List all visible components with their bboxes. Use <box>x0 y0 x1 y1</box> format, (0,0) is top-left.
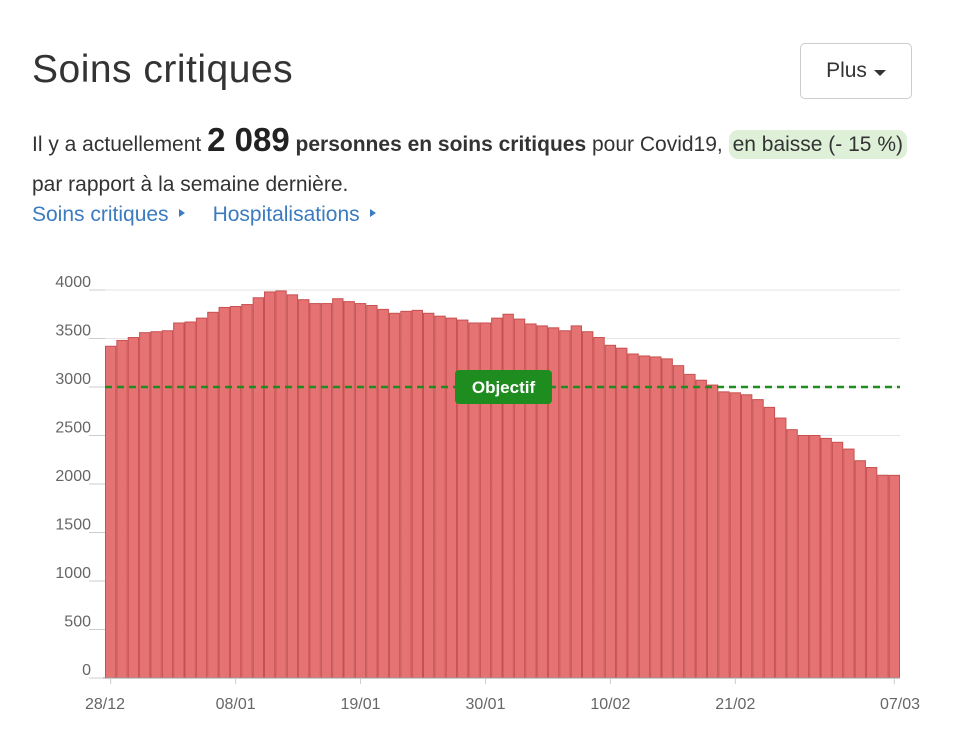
chart-bar <box>354 303 367 679</box>
chart-bar <box>173 322 185 679</box>
chart-bar <box>820 437 832 679</box>
chart-bar <box>195 317 208 679</box>
chart-bar <box>775 417 787 679</box>
chart-bar <box>127 337 140 679</box>
chart-bar <box>275 290 287 679</box>
y-tick-label: 4000 <box>55 274 91 291</box>
chart-bar <box>672 365 685 679</box>
x-tick-label: 28/12 <box>85 696 125 713</box>
chart-bar <box>434 315 446 679</box>
chart-bar <box>729 392 742 679</box>
chart-bar <box>343 301 355 679</box>
chart-bar <box>332 298 344 679</box>
arrow-right-icon <box>369 209 376 218</box>
y-tick-label: 3500 <box>55 323 91 340</box>
y-tick-label: 1000 <box>55 565 91 582</box>
chart-bar <box>320 303 333 679</box>
chart-bar <box>786 429 798 679</box>
chart-bar <box>252 297 264 679</box>
summary-prefix: Il y a actuellement <box>32 133 202 156</box>
summary-bold-text: personnes en soins critiques <box>295 133 587 156</box>
chart-bar <box>570 325 583 679</box>
y-tick-label: 3000 <box>55 371 91 388</box>
chart-bar <box>423 312 435 679</box>
x-tick-label: 30/01 <box>465 696 505 713</box>
chart-bar <box>752 399 764 679</box>
y-tick-label: 0 <box>82 662 91 679</box>
link-hospitalisations[interactable]: Hospitalisations <box>212 203 360 226</box>
chart-bar <box>604 344 617 679</box>
chart-bar <box>763 406 776 679</box>
chart-bar <box>241 304 253 679</box>
x-tick-label: 10/02 <box>590 696 630 713</box>
chart-bar <box>638 355 651 679</box>
chart-bar <box>286 294 299 679</box>
x-tick-label: 08/01 <box>216 696 256 713</box>
chart-bar <box>888 474 901 679</box>
x-tick-label: 21/02 <box>715 696 755 713</box>
more-button[interactable]: Plus <box>800 43 912 99</box>
x-tick-label: 19/01 <box>341 696 381 713</box>
chart-bar <box>207 311 219 679</box>
page-title: Soins critiques <box>32 48 294 91</box>
chart-bar <box>627 353 639 679</box>
related-links: Soins critiques Hospitalisations <box>32 203 376 227</box>
chart-bar <box>150 331 162 679</box>
chart-bar <box>377 308 389 679</box>
chart-bar <box>650 356 662 679</box>
chart-bar <box>865 467 878 679</box>
chart-bar <box>139 332 151 679</box>
chart-bar <box>309 303 321 679</box>
chart-bar <box>797 435 810 679</box>
chart-bar <box>298 299 310 679</box>
chart-bar <box>264 291 276 679</box>
chart-bar <box>411 309 423 679</box>
chart-bar <box>445 317 458 679</box>
summary-middle: pour Covid19, <box>591 133 723 156</box>
chart-bar <box>706 384 719 679</box>
chart-bar <box>184 321 196 679</box>
chart-bar <box>593 337 605 679</box>
summary-text: Il y a actuellement 2 089 personnes en s… <box>32 120 922 205</box>
chart-bar <box>400 310 412 679</box>
chart-bar <box>616 347 628 679</box>
y-tick-label: 500 <box>64 614 91 631</box>
chart-bar <box>695 379 707 679</box>
chart-bar <box>105 345 117 679</box>
critical-care-count: 2 089 <box>207 121 290 158</box>
chart-bar <box>661 358 673 679</box>
more-button-label: Plus <box>826 59 867 82</box>
y-tick-label: 1500 <box>55 517 91 534</box>
y-tick-label: 2500 <box>55 420 91 437</box>
trend-badge: en baisse (- 15 %) <box>728 130 907 159</box>
x-tick-label: 07/03 <box>880 696 920 713</box>
chart-bar <box>843 448 855 679</box>
chart-bar <box>229 305 242 679</box>
chart-bar <box>831 441 844 679</box>
summary-suffix: par rapport à la semaine dernière. <box>32 173 349 196</box>
chart-bar <box>388 312 401 679</box>
link-soins-critiques[interactable]: Soins critiques <box>32 203 169 226</box>
chart-bar <box>741 394 753 679</box>
objective-badge <box>455 370 552 404</box>
arrow-right-icon <box>178 209 185 218</box>
chart-bar <box>854 460 866 679</box>
chart-bar <box>218 306 230 679</box>
caret-down-icon <box>873 69 886 76</box>
chart-bar <box>559 330 571 679</box>
chart-bar <box>116 339 128 679</box>
y-tick-label: 2000 <box>55 468 91 485</box>
chart-bar <box>809 435 821 679</box>
chart-bar <box>502 313 514 679</box>
chart-bar <box>718 391 730 679</box>
chart-bar <box>877 474 889 679</box>
chart-bar <box>582 331 594 679</box>
objective-label: Objectif <box>472 378 536 397</box>
chart-bar <box>366 305 378 679</box>
chart-bar <box>684 373 696 679</box>
chart-bar <box>161 330 174 679</box>
